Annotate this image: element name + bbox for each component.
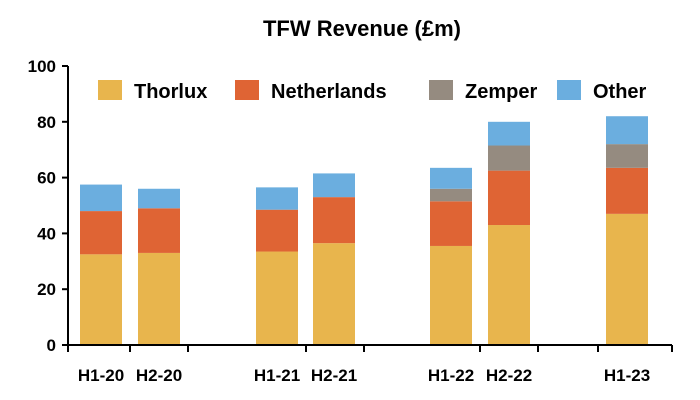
legend-swatch-netherlands <box>235 80 259 100</box>
bar-segment-thorlux-h1-21 <box>256 251 298 345</box>
bar-segment-zemper-h2-22 <box>488 145 530 171</box>
x-tick-label: H2-22 <box>486 366 532 385</box>
x-tick-label: H1-20 <box>78 366 124 385</box>
bar-segment-other-h1-22 <box>430 167 472 189</box>
y-tick-label: 100 <box>28 57 56 76</box>
legend-swatch-other <box>557 80 581 100</box>
bar-segment-netherlands-h2-21 <box>313 197 355 244</box>
x-tick-label: H1-21 <box>254 366 300 385</box>
x-tick-label: H2-20 <box>136 366 182 385</box>
bar-segment-other-h2-22 <box>488 121 530 146</box>
bar-segment-thorlux-h2-22 <box>488 225 530 345</box>
legend-swatch-zemper <box>429 80 453 100</box>
bar-segment-other-h2-21 <box>313 173 355 198</box>
bar-segment-thorlux-h2-20 <box>138 252 180 345</box>
legend-label-zemper: Zemper <box>465 81 537 103</box>
bar-segment-thorlux-h2-21 <box>313 243 355 345</box>
x-tick-label: H1-23 <box>604 366 650 385</box>
legend: Thorlux Netherlands Zemper Other <box>98 80 647 103</box>
y-tick-label: 40 <box>37 224 56 243</box>
bar-segment-netherlands-h1-21 <box>256 209 298 252</box>
bar-segment-other-h2-20 <box>138 188 180 209</box>
y-tick-label: 60 <box>37 169 56 188</box>
bar-segment-other-h1-23 <box>606 116 648 145</box>
bar-segment-netherlands-h1-20 <box>80 211 122 255</box>
bar-segment-other-h1-21 <box>256 187 298 210</box>
chart-title: TFW Revenue (£m) <box>263 16 461 41</box>
bar-segment-netherlands-h1-23 <box>606 167 648 214</box>
x-tick-label: H2-21 <box>311 366 357 385</box>
legend-swatch-thorlux <box>98 80 122 100</box>
y-tick-label: 0 <box>47 336 56 355</box>
legend-label-other: Other <box>593 81 647 103</box>
bar-segment-thorlux-h1-23 <box>606 213 648 345</box>
bar-segment-netherlands-h2-22 <box>488 170 530 226</box>
bar-segment-zemper-h1-23 <box>606 144 648 168</box>
bar-segment-thorlux-h1-22 <box>430 245 472 345</box>
legend-label-netherlands: Netherlands <box>271 81 387 103</box>
legend-label-thorlux: Thorlux <box>134 81 207 103</box>
y-tick-label: 20 <box>37 280 56 299</box>
x-tick-label: H1-22 <box>428 366 474 385</box>
y-tick-label: 80 <box>37 113 56 132</box>
bars-group <box>80 116 648 345</box>
bar-segment-other-h1-20 <box>80 184 122 212</box>
bar-segment-zemper-h1-22 <box>430 188 472 202</box>
axes-group: 0 20 40 60 80 100 H1-20 H2-20 H1-21 H2-21 H1-22 H2-… <box>28 57 673 385</box>
bar-segment-thorlux-h1-20 <box>80 254 122 345</box>
bar-segment-netherlands-h1-22 <box>430 201 472 246</box>
bar-segment-netherlands-h2-20 <box>138 208 180 253</box>
